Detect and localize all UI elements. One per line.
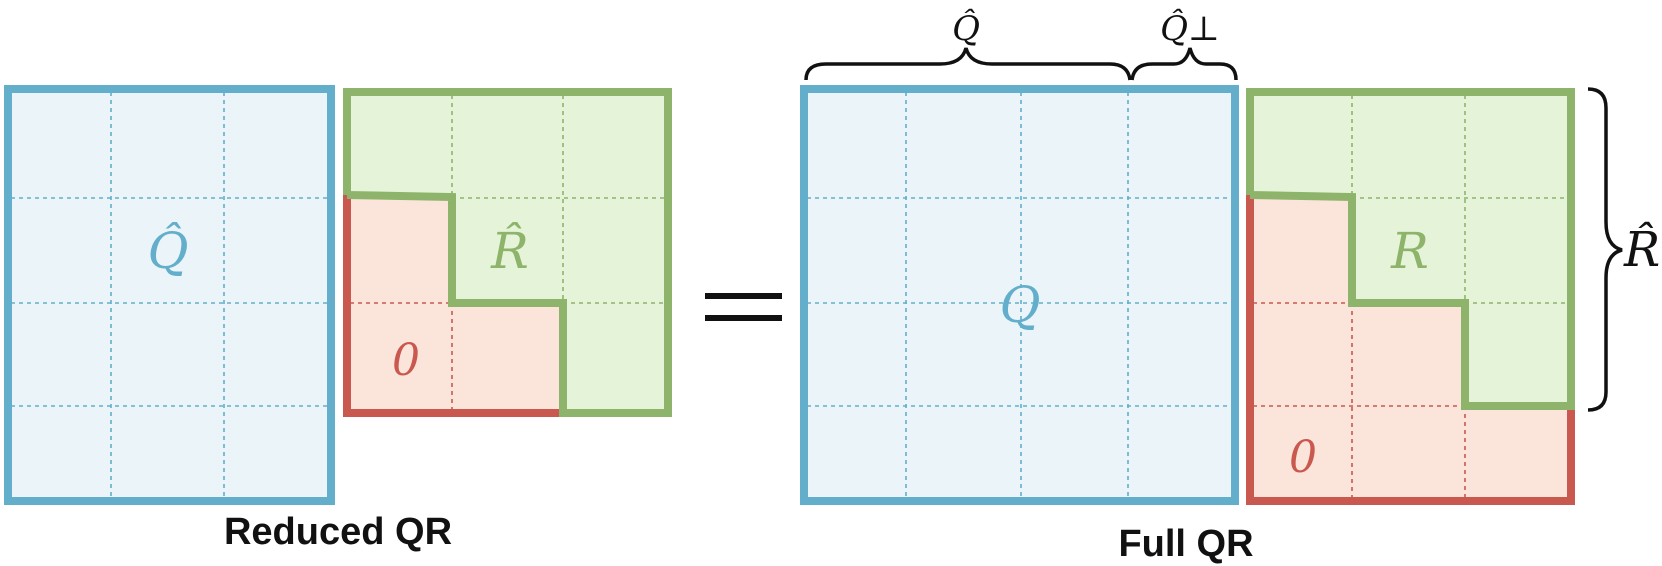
reduced-q-matrix: Q̂ [4, 85, 335, 505]
full-r-matrix: R 0 [1246, 88, 1575, 505]
brace-q-hat [804, 47, 1132, 81]
reduced-caption: Reduced QR [224, 511, 452, 553]
brace-q-hat-perp [1130, 47, 1238, 81]
full-caption: Full QR [1118, 523, 1253, 565]
equals-sign [705, 293, 782, 321]
reduced-r-label: R̂ [490, 221, 529, 280]
full-q-label: Q [1000, 276, 1041, 334]
brace-r-hat [1587, 87, 1623, 412]
full-zero-label: 0 [1289, 432, 1317, 483]
brace-q-hat-label: Q̂ [952, 8, 980, 49]
full-r-label: R [1390, 222, 1429, 280]
reduced-zero-label: 0 [392, 335, 420, 386]
brace-q-hat-perp-label: Q̂⊥ [1160, 8, 1220, 49]
reduced-r-matrix: R̂ 0 [343, 88, 672, 417]
full-q-matrix: Q [800, 85, 1239, 505]
brace-r-hat-label: R̂ [1623, 220, 1660, 278]
reduced-q-label: Q̂ [148, 221, 189, 280]
